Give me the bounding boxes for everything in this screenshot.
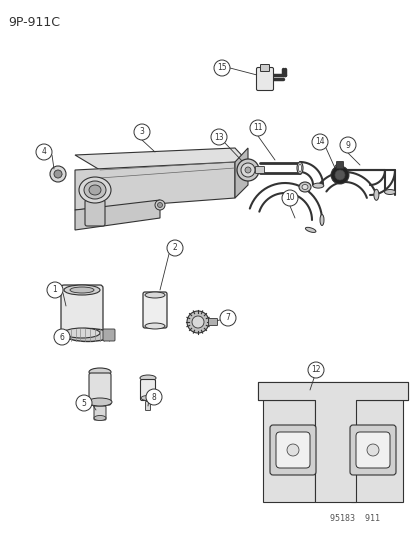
Ellipse shape — [88, 398, 112, 406]
FancyBboxPatch shape — [85, 200, 105, 226]
FancyBboxPatch shape — [355, 432, 389, 468]
Polygon shape — [257, 382, 407, 502]
Text: 11: 11 — [253, 124, 262, 133]
Polygon shape — [235, 148, 247, 198]
FancyBboxPatch shape — [94, 406, 106, 420]
Circle shape — [339, 137, 355, 153]
Ellipse shape — [89, 185, 101, 195]
Polygon shape — [75, 148, 247, 170]
Text: 6: 6 — [59, 333, 64, 342]
Circle shape — [154, 200, 165, 210]
Circle shape — [47, 282, 63, 298]
Circle shape — [219, 310, 235, 326]
Text: 7: 7 — [225, 313, 230, 322]
FancyBboxPatch shape — [262, 400, 314, 502]
Ellipse shape — [140, 375, 156, 381]
Text: 5: 5 — [81, 399, 86, 408]
Circle shape — [166, 240, 183, 256]
FancyBboxPatch shape — [336, 161, 343, 168]
Circle shape — [192, 316, 204, 328]
Text: 15: 15 — [217, 63, 226, 72]
Ellipse shape — [70, 287, 94, 293]
Text: 10: 10 — [285, 193, 294, 203]
Text: 9P-911C: 9P-911C — [8, 16, 60, 29]
Circle shape — [36, 144, 52, 160]
Circle shape — [187, 311, 209, 333]
Circle shape — [76, 395, 92, 411]
Circle shape — [214, 60, 230, 76]
Ellipse shape — [373, 189, 378, 200]
FancyBboxPatch shape — [260, 64, 269, 71]
Text: 2: 2 — [172, 244, 177, 253]
Circle shape — [146, 389, 161, 405]
Circle shape — [286, 444, 298, 456]
Ellipse shape — [298, 182, 310, 192]
Ellipse shape — [64, 328, 100, 338]
Ellipse shape — [301, 184, 307, 190]
FancyBboxPatch shape — [140, 379, 155, 400]
Polygon shape — [75, 200, 159, 230]
FancyBboxPatch shape — [269, 425, 315, 475]
Circle shape — [211, 129, 226, 145]
Ellipse shape — [312, 183, 323, 188]
Text: 1: 1 — [52, 286, 57, 295]
Ellipse shape — [296, 162, 302, 174]
Polygon shape — [75, 162, 235, 210]
Ellipse shape — [384, 190, 394, 195]
FancyBboxPatch shape — [257, 382, 407, 400]
FancyBboxPatch shape — [61, 285, 103, 336]
FancyBboxPatch shape — [350, 400, 402, 502]
Circle shape — [236, 159, 259, 181]
FancyBboxPatch shape — [255, 166, 264, 174]
Text: 3: 3 — [139, 127, 144, 136]
Circle shape — [157, 203, 162, 207]
Text: 14: 14 — [314, 138, 324, 147]
Circle shape — [50, 166, 66, 182]
Text: 12: 12 — [311, 366, 320, 375]
Text: 9: 9 — [345, 141, 349, 149]
Circle shape — [334, 170, 344, 180]
FancyBboxPatch shape — [256, 68, 273, 91]
Ellipse shape — [94, 416, 106, 421]
Circle shape — [134, 124, 150, 140]
Ellipse shape — [84, 181, 106, 199]
FancyBboxPatch shape — [103, 329, 115, 341]
Text: 13: 13 — [214, 133, 223, 141]
Circle shape — [244, 167, 250, 173]
FancyBboxPatch shape — [275, 432, 309, 468]
Ellipse shape — [334, 165, 339, 175]
Circle shape — [311, 134, 327, 150]
Text: 95183  911: 95183 911 — [329, 514, 379, 523]
Ellipse shape — [64, 285, 100, 295]
Circle shape — [240, 163, 254, 177]
Circle shape — [54, 329, 70, 345]
Circle shape — [366, 444, 378, 456]
Circle shape — [330, 166, 348, 184]
Ellipse shape — [298, 164, 301, 172]
FancyBboxPatch shape — [145, 401, 150, 410]
Ellipse shape — [65, 328, 111, 342]
Circle shape — [307, 362, 323, 378]
Text: 4: 4 — [41, 148, 46, 157]
FancyBboxPatch shape — [142, 292, 166, 328]
FancyBboxPatch shape — [208, 319, 217, 326]
Circle shape — [281, 190, 297, 206]
Ellipse shape — [145, 292, 165, 298]
Ellipse shape — [141, 395, 154, 400]
Text: 8: 8 — [151, 392, 156, 401]
Ellipse shape — [89, 368, 111, 376]
FancyBboxPatch shape — [349, 425, 395, 475]
Ellipse shape — [305, 228, 315, 232]
Ellipse shape — [145, 323, 165, 329]
Ellipse shape — [79, 177, 111, 203]
Circle shape — [54, 170, 62, 178]
Ellipse shape — [319, 214, 323, 225]
FancyBboxPatch shape — [89, 373, 111, 405]
Circle shape — [249, 120, 266, 136]
